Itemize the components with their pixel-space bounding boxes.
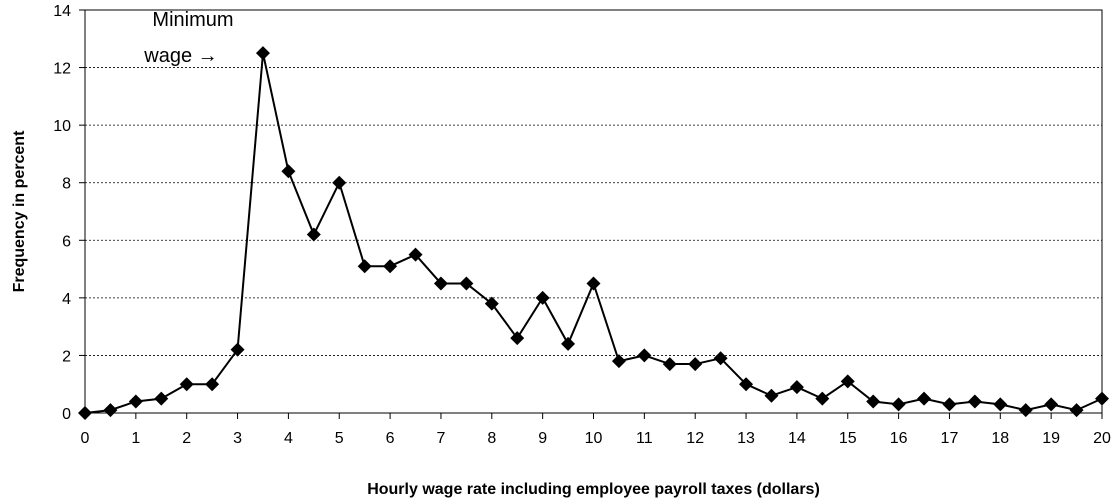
x-tick-label: 2 — [182, 430, 191, 447]
data-point-marker — [230, 342, 245, 357]
x-tick-label: 20 — [1093, 430, 1111, 447]
data-point-marker — [713, 351, 728, 366]
data-point-marker — [205, 377, 220, 392]
x-tick-label: 4 — [284, 430, 293, 447]
x-tick-label: 14 — [788, 430, 806, 447]
data-point-marker — [306, 227, 321, 242]
data-point-marker — [967, 394, 982, 409]
x-axis-title: Hourly wage rate including employee payr… — [367, 481, 820, 498]
x-tick-label: 16 — [890, 430, 908, 447]
x-tick-label: 6 — [386, 430, 395, 447]
x-tick-label: 9 — [538, 430, 547, 447]
x-tick-label: 13 — [737, 430, 755, 447]
data-point-marker — [408, 247, 423, 262]
data-point-marker — [586, 276, 601, 291]
x-tick-label: 19 — [1042, 430, 1060, 447]
data-point-marker — [383, 259, 398, 274]
data-point-marker — [561, 336, 576, 351]
x-tick-label: 0 — [81, 430, 90, 447]
y-tick-label: 0 — [62, 406, 71, 423]
data-point-marker — [179, 377, 194, 392]
annotation-line-2: wage → — [143, 45, 217, 67]
data-point-marker — [611, 354, 626, 369]
data-point-marker — [917, 391, 932, 406]
data-point-marker — [255, 46, 270, 61]
y-tick-label: 8 — [62, 176, 71, 193]
data-point-marker — [942, 397, 957, 412]
x-tick-label: 3 — [233, 430, 242, 447]
data-point-marker — [281, 164, 296, 179]
data-point-marker — [357, 259, 372, 274]
data-point-marker — [891, 397, 906, 412]
data-point-marker — [433, 276, 448, 291]
y-tick-label: 6 — [62, 233, 71, 250]
data-point-marker — [815, 391, 830, 406]
data-point-marker — [1095, 391, 1109, 406]
y-axis-ticks: 0 2 4 6 8 10 12 14 — [53, 3, 85, 423]
data-point-marker — [993, 397, 1008, 412]
x-tick-label: 17 — [941, 430, 959, 447]
x-tick-label: 1 — [131, 430, 140, 447]
y-tick-label: 12 — [53, 61, 71, 78]
x-tick-label: 5 — [335, 430, 344, 447]
data-point-marker — [484, 296, 499, 311]
data-point-marker — [78, 406, 92, 420]
data-point-marker — [154, 391, 169, 406]
x-tick-label: 15 — [839, 430, 857, 447]
x-tick-label: 8 — [487, 430, 496, 447]
annotation-line-1: Minimum — [152, 9, 233, 31]
y-tick-label: 4 — [62, 291, 71, 308]
y-tick-label: 14 — [53, 3, 71, 20]
y-tick-label: 10 — [53, 118, 71, 135]
data-point-marker — [764, 388, 779, 403]
x-tick-label: 7 — [436, 430, 445, 447]
data-point-marker — [688, 357, 703, 372]
data-point-marker — [332, 175, 347, 190]
x-axis-ticks: 0 1 2 3 4 5 6 7 8 9 10 11 12 13 14 15 16 17 18 19 20 — [81, 413, 1111, 447]
data-point-marker — [510, 331, 525, 346]
data-point-marker — [128, 394, 143, 409]
x-tick-label: 10 — [585, 430, 603, 447]
data-point-marker — [1018, 403, 1033, 418]
data-point-marker — [637, 348, 652, 363]
data-point-marker — [1069, 403, 1084, 418]
data-point-marker — [866, 394, 881, 409]
x-tick-label: 11 — [636, 430, 653, 447]
data-point-marker — [1044, 397, 1059, 412]
x-tick-label: 12 — [686, 430, 704, 447]
y-axis-title: Frequency in percent — [11, 130, 28, 292]
series-markers — [78, 46, 1109, 420]
data-point-marker — [535, 290, 550, 305]
x-tick-label: 18 — [991, 430, 1009, 447]
data-point-marker — [662, 357, 677, 372]
data-point-marker — [840, 374, 855, 389]
data-point-marker — [789, 380, 804, 395]
data-point-marker — [103, 403, 118, 418]
y-tick-label: 2 — [62, 348, 71, 365]
data-point-marker — [739, 377, 754, 392]
data-point-marker — [459, 276, 474, 291]
